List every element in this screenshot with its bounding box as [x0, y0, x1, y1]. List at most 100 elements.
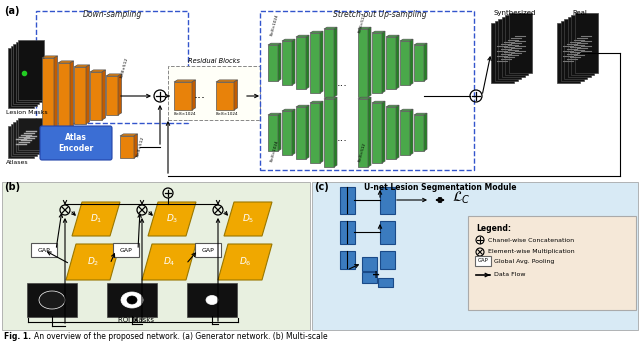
Polygon shape — [282, 109, 295, 111]
FancyBboxPatch shape — [113, 243, 139, 257]
FancyBboxPatch shape — [378, 277, 392, 286]
Polygon shape — [310, 33, 320, 93]
Text: 8×8×1024: 8×8×1024 — [174, 112, 196, 116]
Polygon shape — [358, 99, 368, 167]
Text: (b): (b) — [4, 182, 20, 192]
Polygon shape — [234, 80, 237, 110]
Text: (a): (a) — [4, 6, 19, 16]
FancyBboxPatch shape — [339, 251, 355, 268]
Text: Data Flow: Data Flow — [494, 272, 525, 277]
Polygon shape — [372, 31, 385, 33]
Polygon shape — [320, 101, 323, 163]
Polygon shape — [386, 35, 399, 37]
Polygon shape — [292, 39, 295, 85]
Polygon shape — [13, 44, 39, 104]
Text: ...: ... — [337, 133, 348, 143]
Polygon shape — [74, 65, 90, 67]
Polygon shape — [268, 45, 278, 81]
Text: 8×8×512: 8×8×512 — [358, 142, 367, 162]
FancyBboxPatch shape — [168, 66, 260, 120]
Polygon shape — [358, 27, 371, 29]
Polygon shape — [102, 70, 106, 120]
FancyBboxPatch shape — [40, 126, 112, 160]
Polygon shape — [70, 61, 74, 129]
Polygon shape — [386, 107, 396, 159]
Polygon shape — [571, 15, 594, 75]
Text: 8×8×512: 8×8×512 — [358, 13, 367, 33]
FancyBboxPatch shape — [475, 256, 491, 266]
Polygon shape — [216, 80, 237, 82]
FancyBboxPatch shape — [312, 182, 638, 330]
FancyBboxPatch shape — [362, 256, 376, 271]
Polygon shape — [368, 97, 371, 167]
Polygon shape — [410, 109, 413, 155]
FancyBboxPatch shape — [380, 221, 394, 243]
Polygon shape — [90, 72, 102, 120]
Polygon shape — [268, 115, 278, 151]
FancyBboxPatch shape — [187, 283, 237, 317]
Polygon shape — [358, 97, 371, 99]
Polygon shape — [324, 29, 334, 97]
Polygon shape — [320, 31, 323, 93]
Polygon shape — [396, 105, 399, 159]
Polygon shape — [268, 113, 281, 115]
Polygon shape — [134, 134, 138, 158]
Text: $D_1$: $D_1$ — [90, 213, 102, 225]
Polygon shape — [372, 101, 385, 103]
Text: $D_6$: $D_6$ — [239, 256, 252, 268]
Text: Atlases: Atlases — [6, 160, 29, 165]
Text: Lesion Masks: Lesion Masks — [6, 110, 47, 115]
Polygon shape — [372, 33, 382, 93]
Polygon shape — [106, 74, 122, 76]
Polygon shape — [278, 43, 281, 81]
Text: Chanel-wise Concatenation: Chanel-wise Concatenation — [488, 237, 574, 242]
Text: GAP: GAP — [38, 247, 51, 252]
Polygon shape — [334, 97, 337, 167]
Polygon shape — [216, 82, 234, 110]
Ellipse shape — [206, 295, 218, 305]
Polygon shape — [509, 13, 531, 73]
Polygon shape — [42, 58, 54, 133]
Polygon shape — [310, 101, 323, 103]
Polygon shape — [10, 46, 36, 106]
Polygon shape — [58, 61, 74, 63]
Polygon shape — [58, 63, 70, 129]
Polygon shape — [15, 120, 42, 152]
Polygon shape — [310, 103, 320, 163]
Polygon shape — [334, 27, 337, 97]
Polygon shape — [368, 27, 371, 97]
Polygon shape — [400, 109, 413, 111]
Polygon shape — [106, 76, 118, 115]
Polygon shape — [120, 136, 134, 158]
FancyBboxPatch shape — [27, 283, 77, 317]
Polygon shape — [400, 39, 413, 41]
Polygon shape — [8, 48, 34, 108]
Text: GAP: GAP — [477, 258, 488, 263]
Polygon shape — [324, 27, 337, 29]
Polygon shape — [396, 35, 399, 89]
Text: 8×8×1024: 8×8×1024 — [270, 139, 280, 162]
Text: Atlas
Encoder: Atlas Encoder — [58, 133, 93, 153]
Text: Global Avg. Pooling: Global Avg. Pooling — [494, 258, 554, 263]
Polygon shape — [192, 80, 195, 110]
Polygon shape — [118, 74, 122, 115]
Polygon shape — [148, 202, 196, 236]
Polygon shape — [502, 17, 525, 77]
Ellipse shape — [121, 292, 143, 308]
Polygon shape — [382, 31, 385, 93]
Polygon shape — [414, 115, 424, 151]
Polygon shape — [414, 43, 427, 45]
Polygon shape — [310, 31, 323, 33]
Polygon shape — [72, 202, 120, 236]
Text: 8×8×1024: 8×8×1024 — [216, 112, 239, 116]
Polygon shape — [324, 99, 334, 167]
Polygon shape — [268, 43, 281, 45]
Text: GAP: GAP — [202, 247, 214, 252]
Polygon shape — [42, 56, 58, 58]
Polygon shape — [382, 101, 385, 163]
Text: $D_2$: $D_2$ — [87, 256, 99, 268]
FancyBboxPatch shape — [380, 251, 394, 268]
Polygon shape — [142, 244, 196, 280]
Text: Down-sampling: Down-sampling — [83, 10, 141, 19]
Polygon shape — [306, 35, 309, 89]
